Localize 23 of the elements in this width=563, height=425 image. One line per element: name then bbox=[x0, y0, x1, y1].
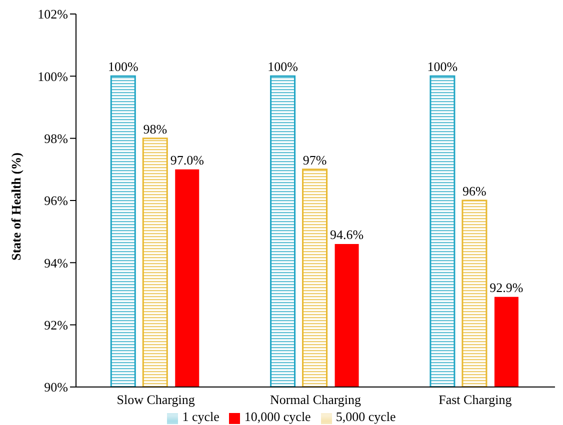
y-tick-label: 102% bbox=[38, 6, 68, 22]
legend-label: 10,000 cycle bbox=[244, 409, 311, 424]
data-label: 96% bbox=[462, 184, 487, 198]
y-tick-label: 100% bbox=[38, 68, 68, 84]
y-tick-label: 98% bbox=[44, 130, 68, 146]
x-tick-label: Slow Charging bbox=[116, 392, 196, 408]
x-tick-label: Fast Charging bbox=[438, 392, 512, 408]
data-label: 97% bbox=[302, 152, 327, 168]
data-label: 92.9% bbox=[490, 280, 524, 295]
y-axis-title: State of Health (%) bbox=[8, 152, 24, 260]
x-tick-label: Normal Charging bbox=[270, 392, 362, 408]
legend-label: 1 cycle bbox=[182, 409, 220, 424]
y-tick-label: 92% bbox=[44, 317, 68, 332]
y-tick-label: 96% bbox=[44, 193, 68, 208]
data-label: 100% bbox=[108, 59, 138, 74]
data-label: 98% bbox=[143, 121, 168, 136]
data-label: 100% bbox=[268, 59, 298, 74]
legend-label: 5,000 cycle bbox=[336, 409, 396, 424]
data-label: 97.0% bbox=[170, 152, 204, 168]
y-tick-label: 90% bbox=[44, 380, 68, 395]
y-tick-label: 94% bbox=[44, 255, 68, 270]
data-label: 94.6% bbox=[330, 227, 364, 242]
data-label: 100% bbox=[427, 59, 458, 74]
